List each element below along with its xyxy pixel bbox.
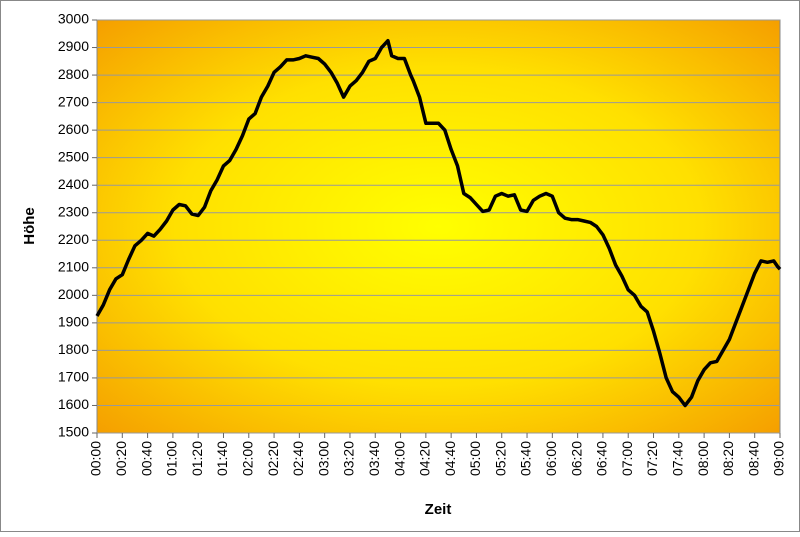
x-tick-label: 06:00	[543, 441, 559, 476]
y-tick-label: 2400	[58, 176, 89, 192]
y-tick-label: 2500	[58, 148, 89, 164]
x-tick-label: 07:00	[619, 441, 635, 476]
x-tick-label: 01:40	[214, 441, 230, 476]
x-tick-label: 06:40	[594, 441, 610, 476]
x-tick-label: 02:20	[265, 441, 281, 476]
x-tick-label: 09:00	[771, 441, 787, 476]
x-tick-label: 07:40	[670, 441, 686, 476]
x-tick-label: 05:20	[492, 441, 508, 476]
x-tick-label: 04:40	[442, 441, 458, 476]
x-tick-label: 02:00	[239, 441, 255, 476]
x-tick-label: 04:00	[391, 441, 407, 476]
y-tick-label: 1600	[58, 396, 89, 412]
x-tick-label: 05:40	[518, 441, 534, 476]
y-tick-label: 2700	[58, 93, 89, 109]
x-tick-label: 03:20	[341, 441, 357, 476]
y-tick-label: 1700	[58, 369, 89, 385]
x-tick-label: 01:20	[189, 441, 205, 476]
y-tick-label: 2100	[58, 259, 89, 275]
y-tick-label: 1500	[58, 424, 89, 440]
x-tick-label: 04:20	[417, 441, 433, 476]
x-tick-label: 07:20	[644, 441, 660, 476]
y-tick-label: 2000	[58, 286, 89, 302]
x-tick-label: 00:20	[113, 441, 129, 476]
y-tick-label: 3000	[58, 11, 89, 27]
x-axis-title: Zeit	[425, 501, 452, 518]
line	[95, 38, 782, 408]
y-tick-label: 1800	[58, 341, 89, 357]
y-tick-label: 2600	[58, 121, 89, 137]
x-tick-label: 00:00	[88, 441, 104, 476]
x-tick-label: 03:00	[315, 441, 331, 476]
y-axis-title: Höhe	[21, 207, 38, 245]
x-tick-label: 02:40	[290, 441, 306, 476]
x-tick-label: 05:00	[467, 441, 483, 476]
y-tick-label: 2800	[58, 66, 89, 82]
y-tick-label: 2300	[58, 203, 89, 219]
x-tick-label: 08:20	[720, 441, 736, 476]
x-tick-label: 06:20	[568, 441, 584, 476]
plot-area	[96, 19, 781, 434]
x-tick-label: 08:00	[695, 441, 711, 476]
y-tick-label: 2200	[58, 231, 89, 247]
y-tick-label: 1900	[58, 314, 89, 330]
x-tick-label: 01:00	[164, 441, 180, 476]
y-tick-label: 2900	[58, 38, 89, 54]
x-tick-label: 00:40	[138, 441, 154, 476]
x-tick-label: 03:40	[366, 441, 382, 476]
x-tick-label: 08:40	[745, 441, 761, 476]
